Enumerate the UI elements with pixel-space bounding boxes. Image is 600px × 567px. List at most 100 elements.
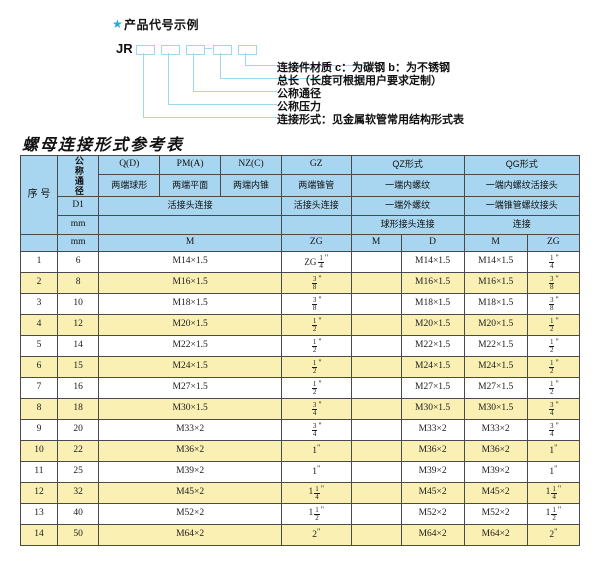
cell-seq: 5 (20, 335, 58, 357)
cell-seq: 8 (20, 398, 58, 420)
cell-seq: 4 (20, 314, 58, 336)
nut-connection-reference-table: 序 号 公称通径 Q(D) PM(A) NZ(C) GZ QZ形式 QG形式 两… (20, 154, 581, 546)
header-end-nzc: 两端内锥 (220, 174, 282, 197)
cell-nominal-diameter: 6 (56, 251, 100, 273)
cell-thread-m: M52×2 (98, 503, 282, 525)
cell-qz-d: M18×1.5 (400, 293, 465, 315)
code-dash (205, 48, 212, 49)
header-conn-gz: 活接头连接 (280, 196, 352, 216)
table-row: 1 6 M14×1.5 ZG 1 4 " M14×1.5 M14×1.5 1 4 " (20, 251, 581, 273)
cell-thread-m: M30×1.5 (98, 398, 282, 420)
cell-qg-zg: 1 2 " (526, 314, 581, 336)
code-box-1 (136, 45, 155, 55)
cell-seq: 9 (20, 419, 58, 441)
cell-qg-zg: 2" (526, 524, 581, 546)
cell-qg-m: M24×1.5 (463, 356, 528, 378)
cell-qg-zg: 1" (526, 440, 581, 462)
table-row: 13 40 M52×2 1 1 2 " M52×2 M52×2 1 1 2 " (20, 503, 581, 525)
table-row: 2 8 M16×1.5 3 8 " M16×1.5 M16×1.5 3 8 " (20, 272, 581, 294)
cell-thread-m: M36×2 (98, 440, 282, 462)
cell-thread-m: M64×2 (98, 524, 282, 546)
cell-nominal-diameter: 12 (56, 314, 100, 336)
cell-qz-d: M36×2 (400, 440, 465, 462)
leader-line-3-h (193, 91, 277, 92)
cell-thread-m: M33×2 (98, 419, 282, 441)
table-row: 3 10 M18×1.5 3 8 " M18×1.5 M18×1.5 3 8 " (20, 293, 581, 315)
cell-qg-m: M30×1.5 (463, 398, 528, 420)
cell-qg-zg: 3 4 " (526, 419, 581, 441)
header-unit-qg-zg: ZG (526, 234, 581, 252)
cell-thread-m: M16×1.5 (98, 272, 282, 294)
cell-gz-zg: 1 2 " (280, 314, 352, 336)
header-ball-qg: 连接 (463, 215, 581, 235)
cell-qz-m (350, 314, 402, 336)
table-row: 7 16 M27×1.5 1 2 " M27×1.5 M27×1.5 1 2 " (20, 377, 581, 399)
code-box-5 (238, 45, 257, 55)
cell-qg-zg: 1 2 " (526, 356, 581, 378)
cell-qg-m: M16×1.5 (463, 272, 528, 294)
header-group-qg: QG形式 (463, 154, 581, 176)
leader-line-1-v (245, 53, 246, 65)
cell-gz-zg: 1 1 4 " (280, 482, 352, 504)
header-end-gz: 两端锥管 (280, 174, 352, 197)
header-row-end-types: 两端球形 两端平面 两端内锥 两端锥管 一端内螺纹 一端内螺纹活接头 (21, 174, 581, 197)
cell-qz-m (350, 377, 402, 399)
cell-qz-m (350, 356, 402, 378)
cell-qz-m (350, 272, 402, 294)
cell-qz-d: M64×2 (400, 524, 465, 546)
header-group-gz: GZ (280, 154, 352, 176)
cell-gz-zg: ZG 1 4 " (280, 251, 352, 273)
table-row: 10 22 M36×2 1" M36×2 M36×2 1" (20, 440, 581, 462)
star-icon: ★ (112, 17, 123, 31)
diagram-label-total-length: 总长（长度可根据用户要求定制） (277, 75, 442, 87)
cell-qz-d: M39×2 (400, 461, 465, 483)
cell-nominal-diameter: 14 (56, 335, 100, 357)
code-box-3 (186, 45, 205, 55)
header-group-qd: Q(D) (98, 154, 161, 176)
cell-qz-m (350, 251, 402, 273)
cell-gz-zg: 3 8 " (280, 293, 352, 315)
cell-qg-m: M64×2 (463, 524, 528, 546)
cell-qz-m (350, 440, 402, 462)
header-ball-gz-blank (280, 215, 352, 235)
cell-nominal-diameter: 22 (56, 440, 100, 462)
cell-qg-zg: 1 1 2 " (526, 503, 581, 525)
cell-seq: 12 (20, 482, 58, 504)
header-unit-seq-blank (20, 234, 58, 252)
header-row-units: mm M ZG M D M ZG (20, 234, 581, 252)
table-body: 1 6 M14×1.5 ZG 1 4 " M14×1.5 M14×1.5 1 4 " 2 8 M16×1.5… (20, 251, 581, 546)
cell-thread-m: M14×1.5 (98, 251, 282, 273)
table-row: 14 50 M64×2 2" M64×2 M64×2 2" (20, 524, 581, 546)
header-row-codes: 序 号 公称通径 Q(D) PM(A) NZ(C) GZ QZ形式 QG形式 (20, 154, 581, 235)
leader-line-4-h (168, 104, 277, 105)
cell-seq: 10 (20, 440, 58, 462)
header-conn-qz: 一端外螺纹 (350, 196, 465, 216)
leader-line-4-v (168, 53, 169, 104)
cell-nominal-diameter: 25 (56, 461, 100, 483)
header-ball-blank (98, 215, 282, 235)
cell-seq: 13 (20, 503, 58, 525)
diagram-label-nominal-pressure: 公称压力 (277, 101, 321, 113)
cell-nominal-diameter: 20 (56, 419, 100, 441)
header-end-qz: 一端内螺纹 (350, 174, 465, 197)
table-header: 序 号 公称通径 Q(D) PM(A) NZ(C) GZ QZ形式 QG形式 两… (20, 154, 581, 252)
cell-qg-zg: 3 4 " (526, 398, 581, 420)
cell-qz-d: M20×1.5 (400, 314, 465, 336)
cell-qz-m (350, 524, 402, 546)
cell-qg-m: M52×2 (463, 503, 528, 525)
cell-seq: 2 (20, 272, 58, 294)
cell-qg-zg: 3 8 " (526, 272, 581, 294)
header-unit-m-merged: M (98, 234, 282, 252)
cell-qg-m: M36×2 (463, 440, 528, 462)
cell-gz-zg: 1 2 " (280, 335, 352, 357)
cell-qg-m: M45×2 (463, 482, 528, 504)
cell-qg-zg: 3 8 " (526, 293, 581, 315)
table-row: 11 25 M39×2 1" M39×2 M39×2 1" (20, 461, 581, 483)
header-group-qz: QZ形式 (350, 154, 465, 176)
header-conn-qg: 一端锥管螺纹接头 (463, 196, 581, 216)
cell-qg-zg: 1 2 " (526, 335, 581, 357)
cell-nominal-diameter: 32 (56, 482, 100, 504)
cell-qg-zg: 1 2 " (526, 377, 581, 399)
cell-qz-d: M16×1.5 (400, 272, 465, 294)
cell-qz-d: M27×1.5 (400, 377, 465, 399)
